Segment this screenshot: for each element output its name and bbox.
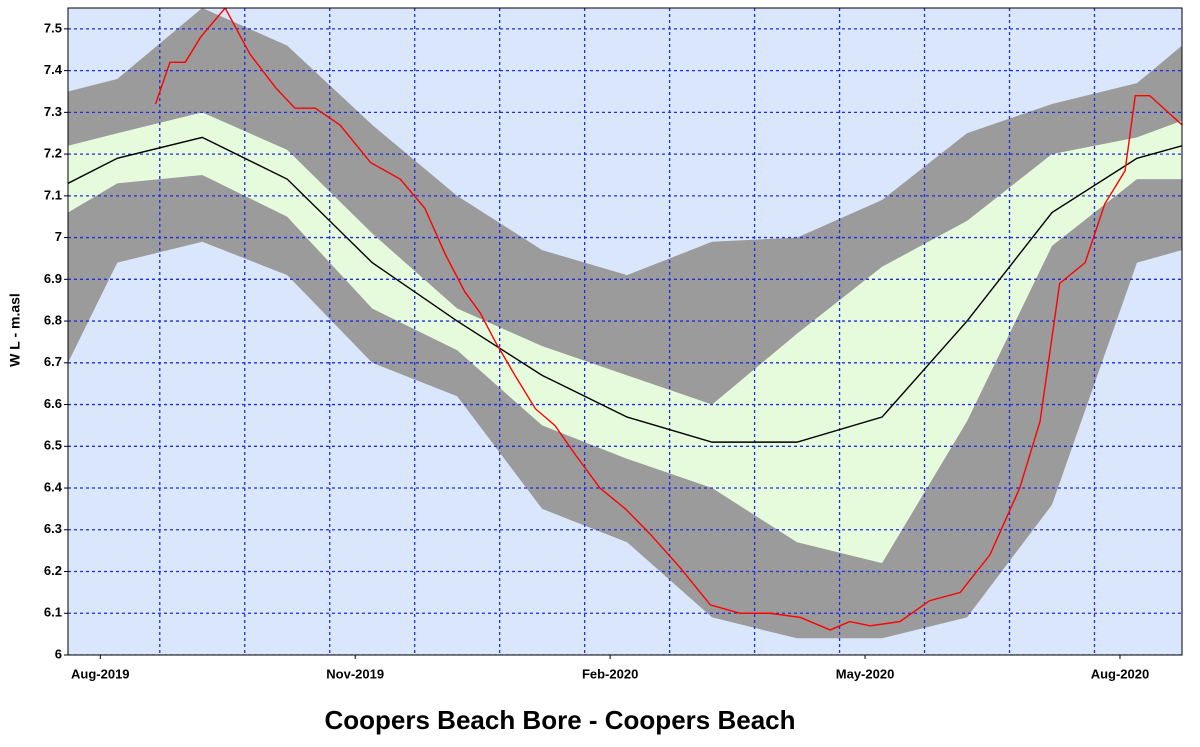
y-tick-label: 6.3 <box>44 521 62 536</box>
x-tick-label: Aug-2020 <box>1091 666 1150 681</box>
plot-border <box>67 7 1183 656</box>
y-tick-label: 7.4 <box>44 62 63 77</box>
y-tick-label: 6.9 <box>44 271 62 286</box>
line <box>154 8 1182 631</box>
y-axis-label: W L - m.asl <box>7 293 23 367</box>
band <box>68 112 1182 564</box>
y-tick-label: 6.1 <box>44 605 62 620</box>
chart-title: Coopers Beach Bore - Coopers Beach <box>324 705 795 735</box>
x-tick-label: Feb-2020 <box>582 666 638 681</box>
y-tick-label: 7.5 <box>44 20 62 35</box>
y-tick-label: 7.1 <box>44 187 62 202</box>
y-tick-label: 6 <box>55 646 62 661</box>
x-tick-label: May-2020 <box>836 666 895 681</box>
y-tick-label: 6.5 <box>44 438 62 453</box>
y-tick-label: 6.8 <box>44 313 62 328</box>
y-tick-label: 7.2 <box>44 146 62 161</box>
y-tick-label: 7.3 <box>44 104 62 119</box>
y-tick-label: 6.2 <box>44 563 62 578</box>
x-tick-label: Aug-2019 <box>71 666 130 681</box>
x-tick-label: Nov-2019 <box>326 666 384 681</box>
y-tick-label: 6.4 <box>44 479 63 494</box>
y-tick-label: 6.6 <box>44 396 62 411</box>
y-tick-label: 7 <box>55 229 62 244</box>
plot-area <box>68 8 1182 655</box>
line <box>68 136 1182 443</box>
y-tick-label: 6.7 <box>44 354 62 369</box>
